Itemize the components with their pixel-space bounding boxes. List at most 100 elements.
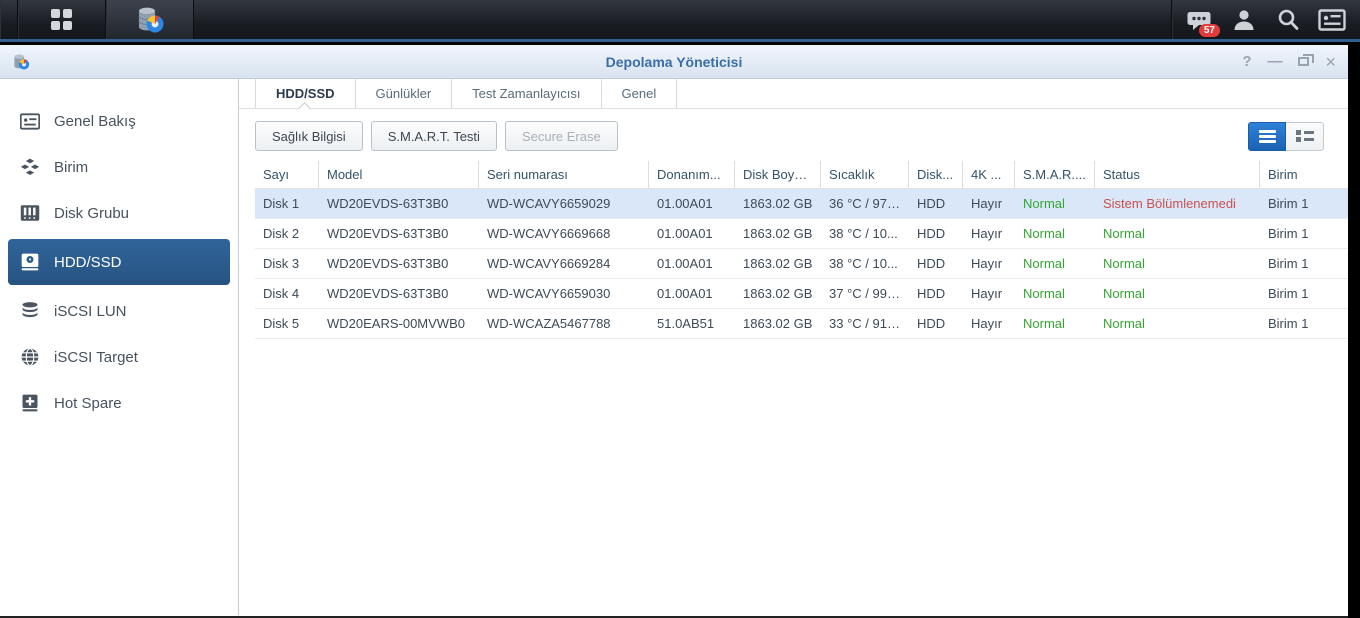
table-cell: Normal [1095,219,1260,248]
detail-view-button[interactable] [1286,122,1324,151]
iscsi-target-icon [20,347,40,367]
column-header[interactable]: Model [319,161,479,188]
table-cell: Normal [1095,309,1260,338]
column-header[interactable]: Sayı [255,161,319,188]
table-cell: 1863.02 GB [735,249,821,278]
tab-test-zamanlayicisi[interactable]: Test Zamanlayıcısı [452,79,601,108]
user-menu-button[interactable] [1222,1,1266,39]
table-cell: Normal [1095,279,1260,308]
restore-button[interactable] [1298,57,1309,66]
active-tab-notch [298,102,311,115]
table-row[interactable]: Disk 5WD20EARS-00MVWB0WD-WCAZA546778851.… [255,309,1348,339]
column-header[interactable]: Sıcaklık [821,161,909,188]
table-cell: 51.0AB51 [649,309,735,338]
sidebar-item-birim[interactable]: Birim [8,147,230,187]
table-row[interactable]: Disk 1WD20EVDS-63T3B0WD-WCAVY665902901.0… [255,189,1348,219]
widget-card-icon [1318,9,1346,31]
overview-icon [20,113,40,130]
column-header[interactable]: Seri numarası [479,161,649,188]
notifications-button[interactable]: 57 [1178,1,1222,39]
sidebar-item-label: iSCSI LUN [54,303,127,320]
apps-menu-icon [51,9,73,31]
search-button[interactable] [1266,1,1310,39]
minimize-button[interactable]: — [1267,55,1282,69]
table-cell: Disk 5 [255,309,319,338]
hot-spare-icon [20,393,40,413]
table-cell: 1863.02 GB [735,219,821,248]
sidebar-item-iscsi-lun[interactable]: iSCSI LUN [8,291,230,331]
table-cell: Birim 1 [1260,309,1320,338]
column-header[interactable]: Donanım... [649,161,735,188]
hdd-icon [20,252,40,272]
table-cell: WD-WCAVY6659029 [479,189,649,218]
table-cell: Hayır [963,309,1015,338]
table-cell: 01.00A01 [649,249,735,278]
table-cell: 37 °C / 99 ... [821,279,909,308]
table-cell: WD20EVDS-63T3B0 [319,279,479,308]
table-row[interactable]: Disk 4WD20EVDS-63T3B0WD-WCAVY665903001.0… [255,279,1348,309]
pilot-view-button[interactable] [1310,1,1354,39]
table-cell: WD20EVDS-63T3B0 [319,219,479,248]
table-cell: Hayır [963,249,1015,278]
tab-label: HDD/SSD [276,86,335,101]
sidebar-item-iscsi-target[interactable]: iSCSI Target [8,337,230,377]
table-cell: 1863.02 GB [735,309,821,338]
taskbar: 57 [0,0,1360,42]
column-header[interactable]: Birim [1260,161,1320,188]
sidebar-item-hdd-ssd[interactable]: HDD/SSD [8,239,230,285]
tab-genel[interactable]: Genel [602,79,678,108]
tab-bar: HDD/SSD Günlükler Test Zamanlayıcısı Gen… [239,79,1348,109]
sidebar-item-label: Hot Spare [54,395,122,412]
column-header[interactable]: 4K ... [963,161,1015,188]
table-cell: Sistem Bölümlenemedi [1095,189,1260,218]
table-header: SayıModelSeri numarasıDonanım...Disk Boy… [255,161,1348,189]
table-cell: Hayır [963,279,1015,308]
health-info-button[interactable]: Sağlık Bilgisi [255,121,363,151]
sidebar-item-label: Disk Grubu [54,205,129,222]
sidebar-item-genel-bakis[interactable]: Genel Bakış [8,101,230,141]
sidebar: Genel Bakış Birim Disk Grubu [0,79,239,615]
tab-gunlukler[interactable]: Günlükler [356,79,453,108]
main-menu-button[interactable] [18,0,106,39]
disk-table: SayıModelSeri numarasıDonanım...Disk Boy… [255,161,1348,339]
column-header[interactable]: Status [1095,161,1260,188]
table-cell: Normal [1015,189,1095,218]
table-cell: Hayır [963,219,1015,248]
volume-icon [20,157,40,177]
table-cell: WD20EARS-00MVWB0 [319,309,479,338]
table-cell: HDD [909,249,963,278]
taskbar-left-strip [0,0,18,39]
detail-view-icon [1296,128,1314,144]
table-cell: WD20EVDS-63T3B0 [319,189,479,218]
table-cell: 33 °C / 91 ... [821,309,909,338]
column-header[interactable]: S.M.A.R.... [1015,161,1095,188]
sidebar-item-disk-grubu[interactable]: Disk Grubu [8,193,230,233]
list-view-button[interactable] [1248,122,1286,151]
close-button[interactable]: × [1325,55,1336,69]
storage-manager-icon [135,5,165,35]
table-cell: Disk 3 [255,249,319,278]
view-toggle [1248,122,1324,151]
table-row[interactable]: Disk 2WD20EVDS-63T3B0WD-WCAVY666966801.0… [255,219,1348,249]
table-cell: Hayır [963,189,1015,218]
table-cell: 01.00A01 [649,219,735,248]
table-cell: 36 °C / 97 ... [821,189,909,218]
table-cell: HDD [909,279,963,308]
tab-hdd-ssd[interactable]: HDD/SSD [255,79,356,108]
sidebar-item-hot-spare[interactable]: Hot Spare [8,383,230,423]
taskbar-storage-manager-button[interactable] [106,0,194,39]
table-row[interactable]: Disk 3WD20EVDS-63T3B0WD-WCAVY666928401.0… [255,249,1348,279]
user-icon [1232,8,1256,32]
column-header[interactable]: Disk Boyu... [735,161,821,188]
column-header[interactable]: Disk... [909,161,963,188]
table-cell: Normal [1015,279,1095,308]
table-cell: WD-WCAVY6669284 [479,249,649,278]
table-cell: Birim 1 [1260,219,1320,248]
secure-erase-button[interactable]: Secure Erase [505,121,618,151]
window-titlebar[interactable]: Depolama Yöneticisi ? — × [0,45,1348,79]
help-button[interactable]: ? [1242,55,1251,69]
table-cell: 01.00A01 [649,279,735,308]
table-cell: Normal [1015,219,1095,248]
table-body: Disk 1WD20EVDS-63T3B0WD-WCAVY665902901.0… [255,189,1348,339]
smart-test-button[interactable]: S.M.A.R.T. Testi [371,121,497,151]
